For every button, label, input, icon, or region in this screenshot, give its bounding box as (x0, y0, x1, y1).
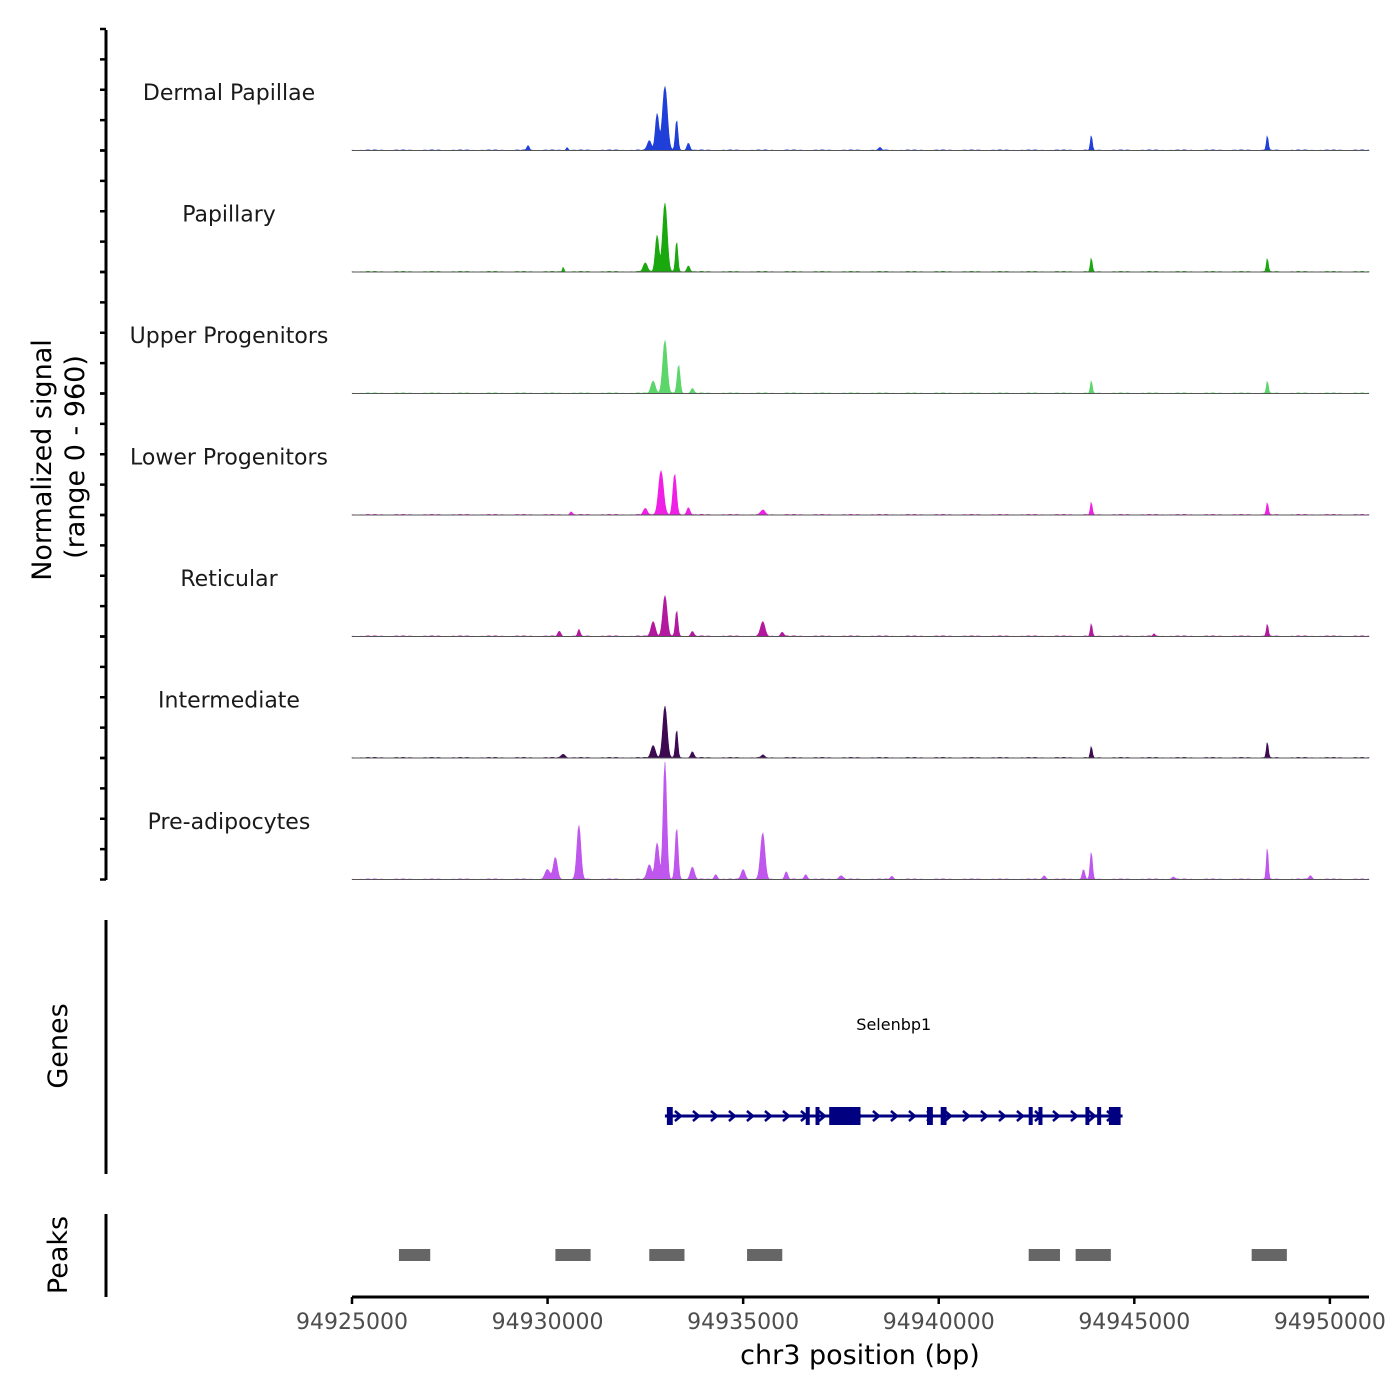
coverage-signal (351, 202, 1370, 273)
gene-model: Selenbp1 (664, 1015, 1123, 1125)
track-label: Lower Progenitors (130, 446, 328, 471)
peaks-panel: Peaks (43, 1214, 1287, 1297)
gene-exon (805, 1107, 810, 1125)
strand-arrow (764, 1110, 773, 1122)
gene-exon (1085, 1107, 1090, 1125)
track-label: Upper Progenitors (130, 324, 329, 349)
strand-arrow (746, 1110, 755, 1122)
coverage-signal (351, 469, 1370, 516)
peak-region (747, 1249, 783, 1261)
strand-arrow (710, 1110, 719, 1122)
strand-arrow (962, 1110, 971, 1122)
gene-exon (940, 1107, 947, 1125)
coverage-signal (351, 706, 1370, 759)
x-tick-label: 94925000 (296, 1310, 408, 1335)
peak-regions (398, 1249, 1287, 1261)
x-tick-label: 94940000 (883, 1310, 995, 1335)
coverage-track: Dermal Papillae (143, 81, 1370, 151)
x-tick-label: 94950000 (1274, 1310, 1386, 1335)
track-label: Papillary (182, 203, 276, 228)
strand-arrow (782, 1110, 791, 1122)
strand-arrow (1016, 1110, 1025, 1122)
x-tick-label: 94935000 (687, 1310, 799, 1335)
gene-name: Selenbp1 (856, 1015, 931, 1034)
peak-region (1028, 1249, 1060, 1261)
x-axis: 94925000 94930000 94935000 94940000 94945000… (296, 1295, 1386, 1335)
gene-models: Selenbp1 (664, 1015, 1123, 1125)
strand-arrow (818, 1110, 827, 1122)
coverage-track: Upper Progenitors (130, 324, 1370, 394)
x-tick-label: 94930000 (492, 1310, 604, 1335)
gene-exon (1028, 1107, 1033, 1125)
peak-region (1075, 1249, 1111, 1261)
coverage-track: Lower Progenitors (130, 446, 1370, 516)
gene-exon (1108, 1107, 1121, 1125)
strand-arrow (980, 1110, 989, 1122)
track-label: Reticular (180, 567, 278, 592)
strand-arrow (1070, 1110, 1079, 1122)
gene-exon (815, 1107, 820, 1125)
strand-arrow (674, 1110, 683, 1122)
peak-region (555, 1249, 591, 1261)
strand-arrow (728, 1110, 737, 1122)
strand-arrow (890, 1110, 899, 1122)
strand-arrow (692, 1110, 701, 1122)
coverage-y-ticks (100, 27, 106, 881)
gene-exon (926, 1107, 933, 1125)
track-label: Pre-adipocytes (148, 810, 311, 835)
coverage-signal (351, 595, 1370, 637)
strand-arrow (998, 1110, 1007, 1122)
genes-panel: Genes Selenbp1 (43, 920, 1123, 1174)
peak-region (398, 1249, 431, 1261)
peak-region (649, 1249, 685, 1261)
strand-arrow (944, 1110, 953, 1122)
coverage-ylabel-line1: Normalized signal (27, 339, 58, 581)
gene-exon (666, 1107, 673, 1125)
coverage-signal (351, 340, 1370, 394)
coverage-y-axis (100, 27, 108, 881)
strand-arrow (872, 1110, 881, 1122)
peak-region (1251, 1249, 1287, 1261)
gene-exon (1097, 1107, 1102, 1125)
track-label: Intermediate (158, 689, 300, 714)
coverage-ylabel-line2: (range 0 - 960) (60, 355, 91, 559)
coverage-tracks: Dermal Papillae Papillary Upper Progenitor… (130, 81, 1370, 880)
strand-arrow (908, 1110, 917, 1122)
strand-arrow (1088, 1110, 1097, 1122)
coverage-track: Pre-adipocytes (148, 761, 1370, 880)
gene-exon (829, 1107, 861, 1125)
x-tick-label: 94945000 (1078, 1310, 1190, 1335)
coverage-track: Intermediate (158, 689, 1370, 759)
coverage-signal (351, 761, 1370, 880)
coverage-signal (351, 86, 1370, 151)
peaks-ylabel: Peaks (43, 1216, 74, 1294)
strand-arrow (1052, 1110, 1061, 1122)
coverage-track: Reticular (180, 567, 1370, 637)
track-label: Dermal Papillae (143, 81, 315, 106)
genes-ylabel: Genes (43, 1003, 74, 1088)
x-axis-ticks: 94925000 94930000 94935000 94940000 94945000… (296, 1297, 1386, 1335)
coverage-track: Papillary (182, 202, 1370, 273)
gene-exon (1038, 1107, 1043, 1125)
x-axis-title: chr3 position (bp) (740, 1340, 980, 1371)
